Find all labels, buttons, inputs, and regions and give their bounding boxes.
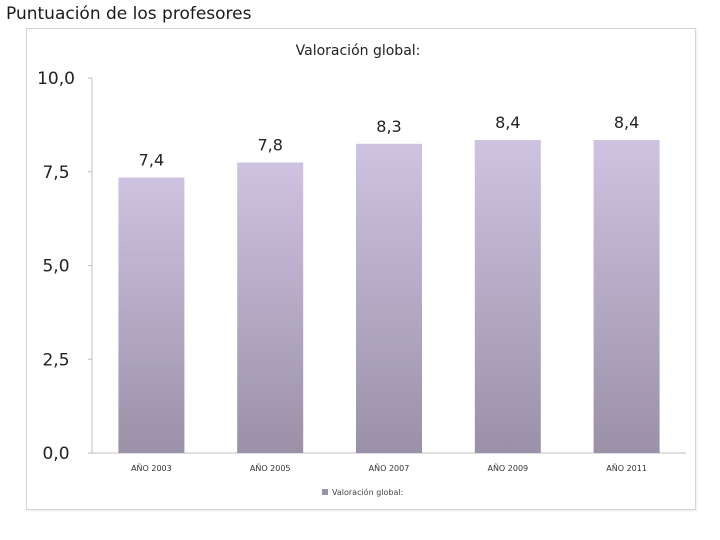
bar	[237, 160, 304, 453]
bar	[356, 141, 422, 453]
y-tick-label: 7,5	[42, 163, 69, 183]
y-tick-label: 2,5	[42, 350, 69, 370]
bar-value-label: 8,3	[376, 117, 401, 136]
bar-value-label: 7,4	[139, 151, 164, 170]
y-tick-label: 0,0	[42, 444, 69, 464]
x-category-label: AÑO 2003	[131, 463, 172, 473]
chart-frame	[26, 28, 696, 510]
y-tick-label: 5,0	[42, 257, 69, 277]
bar	[593, 138, 660, 453]
chart-title: Valoración global:	[296, 43, 421, 59]
x-category-label: AÑO 2007	[369, 463, 410, 473]
bar	[474, 138, 541, 453]
bar-value-label: 8,4	[495, 113, 520, 132]
bar-value-label: 7,8	[257, 136, 282, 155]
legend-swatch	[322, 489, 328, 495]
bar-value-label: 8,4	[614, 113, 639, 132]
x-category-label: AÑO 2011	[606, 463, 647, 473]
legend-label: Valoración global:	[332, 487, 403, 497]
x-category-label: AÑO 2005	[250, 463, 291, 473]
bar	[118, 175, 185, 453]
x-category-label: AÑO 2009	[487, 463, 528, 473]
page-heading: Puntuación de los profesores	[6, 4, 252, 24]
y-tick-label: 10,0	[37, 69, 75, 89]
